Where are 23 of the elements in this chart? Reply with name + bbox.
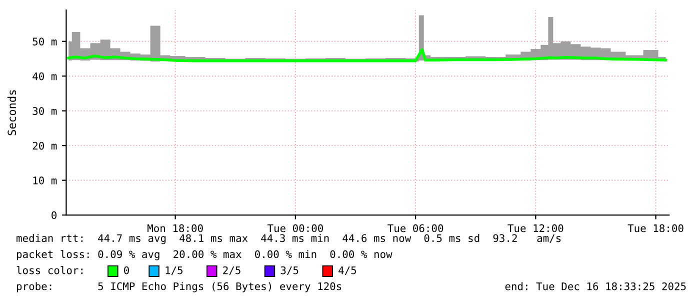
x-tick-label: Tue 12:00 (508, 224, 564, 232)
legend-label: 2/5 (223, 266, 240, 276)
legend-label: 4/5 (338, 266, 356, 276)
text: median rtt: 44.7 ms avg 48.1 ms max 44.3 ms min 44.6 ms now 0.5 ms sd 93.2 am/s (16, 234, 561, 244)
y-tick-label: 20 m (32, 142, 57, 150)
text: end: Tue Dec 16 18:33:25 2025 (505, 282, 686, 290)
x-tick-label: Tue 00:00 (267, 224, 323, 232)
y-tick-label: 10 m (33, 176, 57, 184)
line-series (67, 48, 668, 62)
y-tick-label: 40 m (32, 72, 57, 80)
text: packet loss: 0.09 % avg 20.00 % max 0.00 % min 0.00 % now (17, 250, 392, 260)
text: probe: 5 ICMP Echo Pings (56 Bytes) every 120s (17, 282, 342, 292)
x-tick-label: Mon 18:00 (148, 224, 203, 232)
y-tick-label: 0 (52, 211, 57, 220)
legend-label: 3/5 (280, 266, 298, 276)
legend-label: 0 (124, 266, 129, 274)
y-axis-title: Seconds (7, 90, 16, 136)
y-tick-label: 30 m (32, 107, 57, 115)
y-tick-label: 50 m (32, 38, 57, 46)
legend-title: loss color: (16, 266, 83, 274)
legend-label: 1/5 (166, 266, 182, 276)
x-tick-label: Tue 06:00 (388, 224, 444, 232)
x-tick-label: Tue 18:00 (628, 224, 684, 232)
